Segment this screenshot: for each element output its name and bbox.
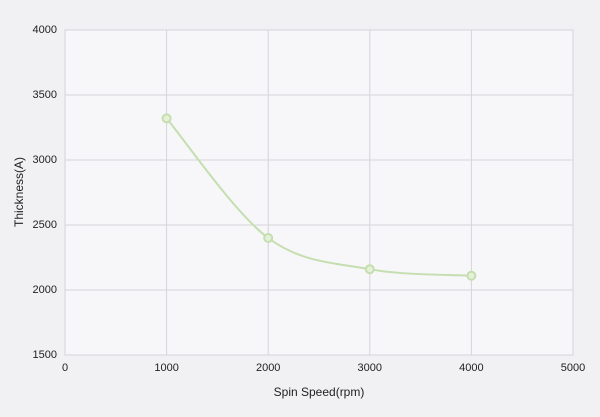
plot-area [64,29,574,356]
x-tick-label: 5000 [561,362,585,374]
y-tick-label: 3000 [33,154,57,166]
y-tick-label: 4000 [33,24,57,36]
point [466,270,477,281]
point [263,233,274,243]
x-tick-label: 0 [62,362,68,374]
y-tick-label: 1500 [33,349,57,361]
y-tick-label: 3500 [33,89,57,101]
y-axis-title: Thickness(A) [12,157,26,227]
x-axis-title: Spin Speed(rpm) [274,385,365,399]
x-tick-label: 2000 [256,362,280,374]
y-tick-label: 2500 [33,219,57,231]
x-tick-label: 3000 [358,362,382,374]
point [364,264,375,275]
point [161,113,172,124]
x-tick-label: 4000 [459,362,483,374]
x-tick-label: 1000 [154,362,178,374]
line [165,117,472,277]
y-tick-label: 2000 [33,284,57,296]
